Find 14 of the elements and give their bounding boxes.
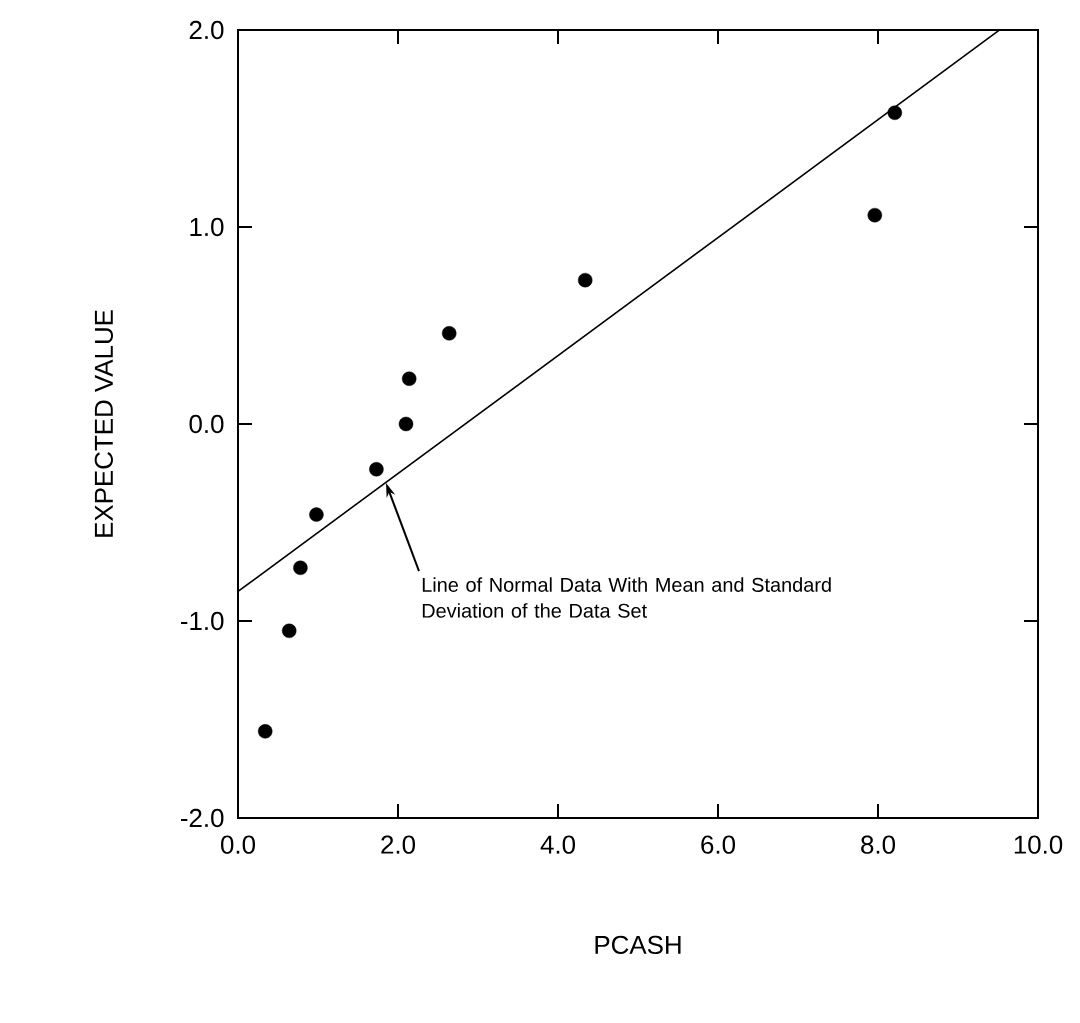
x-tick-label: 2.0 bbox=[381, 835, 415, 854]
x-tick-label: 8.0 bbox=[861, 835, 895, 854]
y-tick-label: -2.0 bbox=[181, 808, 224, 828]
y-axis-title: EXPECTED VALUE bbox=[94, 310, 114, 537]
x-tick-label: 4.0 bbox=[540, 835, 575, 854]
y-tick-label: 2.0 bbox=[189, 20, 224, 40]
annotation: Line of Normal Data With Mean and Standard Deviation of the Data Set bbox=[422, 577, 831, 618]
x-tick-label: 10.0 bbox=[1014, 835, 1063, 854]
y-tick-label: -1.0 bbox=[181, 611, 224, 631]
y-tick-label: 0.0 bbox=[189, 414, 224, 434]
x-tick-label: 0.0 bbox=[221, 835, 255, 854]
x-tick-label: 6.0 bbox=[701, 835, 735, 854]
y-tick-label: 1.0 bbox=[190, 217, 224, 237]
x-axis-title: PCASH bbox=[595, 935, 681, 955]
